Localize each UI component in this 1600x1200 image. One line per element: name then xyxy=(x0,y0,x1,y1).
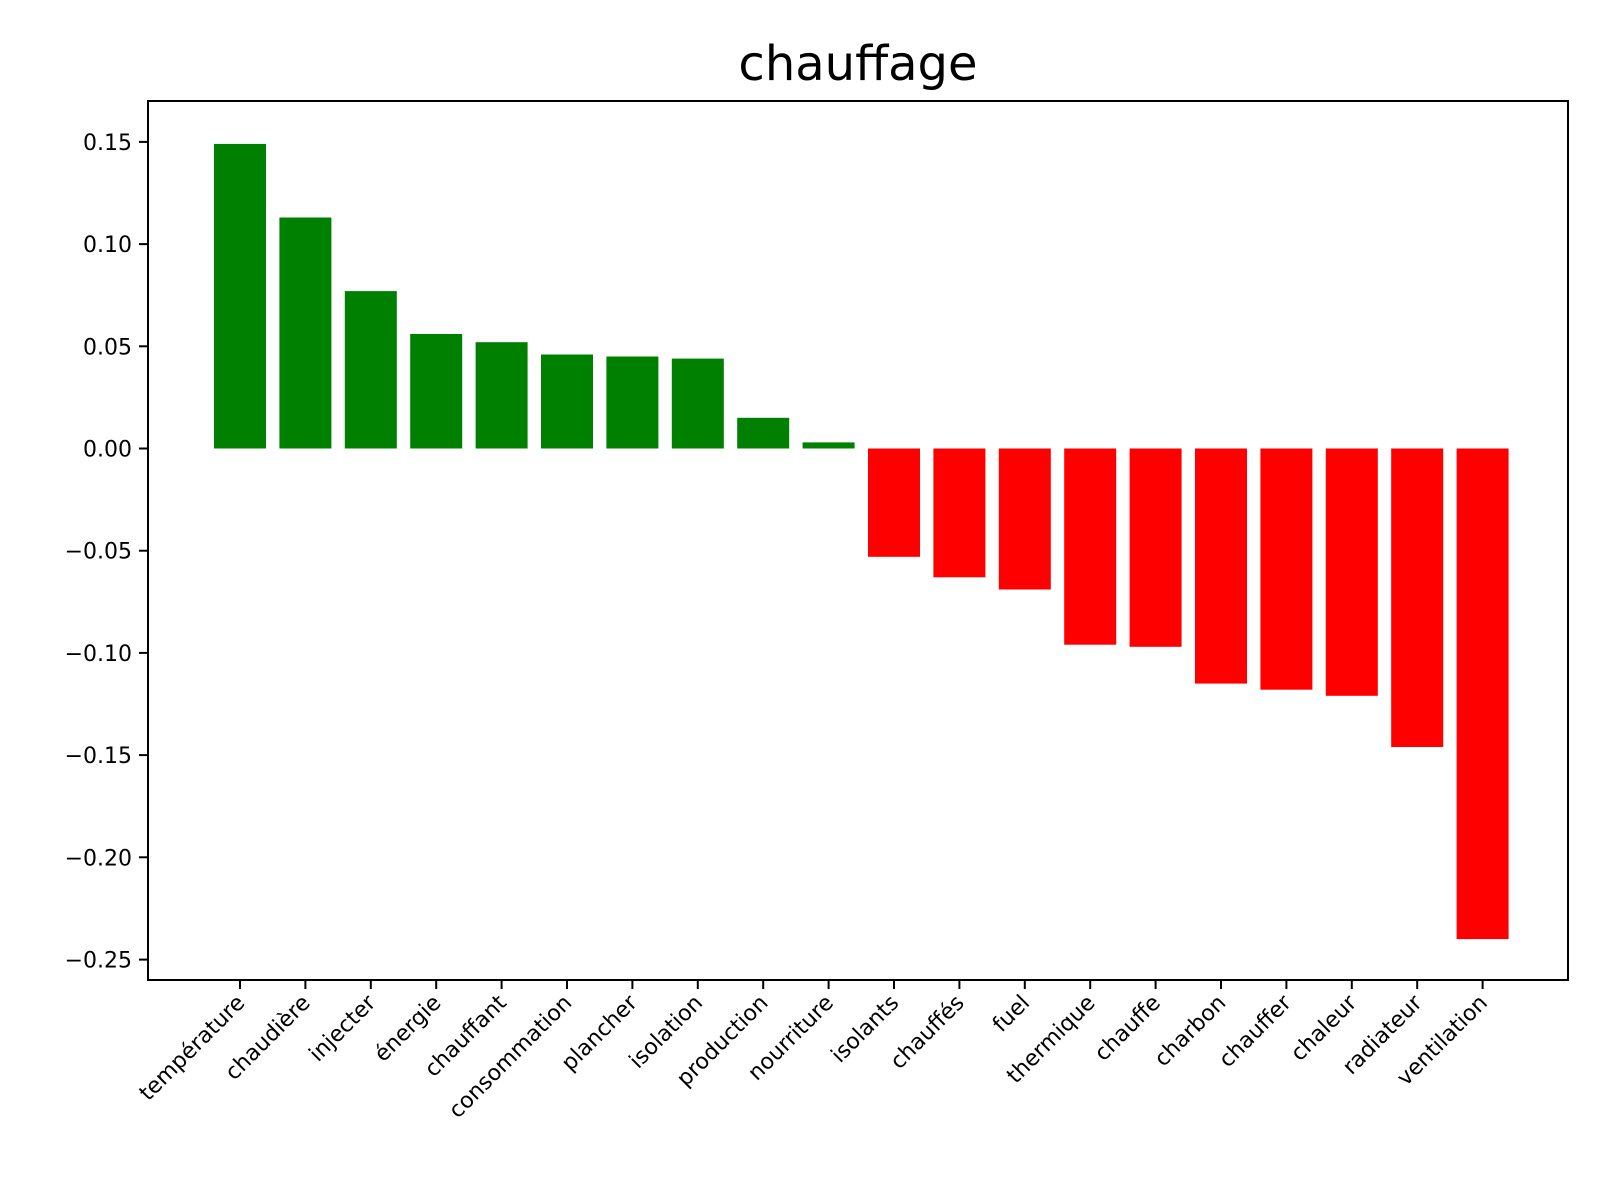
y-tick-label-6: −0.15 xyxy=(65,744,132,769)
chart-title: chauffage xyxy=(738,36,977,92)
bar-4 xyxy=(475,342,528,449)
x-tick-label-0: température xyxy=(135,991,250,1106)
bar-2 xyxy=(344,291,397,449)
x-axis: températurechaudièreinjecterénergiechauf… xyxy=(135,980,1493,1123)
bar-0 xyxy=(214,143,266,449)
bar-18 xyxy=(1391,448,1444,747)
bar-6 xyxy=(606,356,659,449)
y-tick-label-3: 0.00 xyxy=(83,438,132,463)
y-tick-label-5: −0.10 xyxy=(65,642,132,667)
bar-1 xyxy=(279,217,332,449)
bar-17 xyxy=(1325,448,1378,696)
bar-5 xyxy=(541,354,593,449)
bar-16 xyxy=(1260,448,1313,690)
y-tick-label-4: −0.05 xyxy=(65,540,132,565)
bar-3 xyxy=(410,334,463,449)
bar-11 xyxy=(933,448,986,578)
y-tick-label-8: −0.25 xyxy=(65,949,132,974)
x-tick-label-16: chauffer xyxy=(1214,990,1297,1073)
bar-9 xyxy=(802,442,855,449)
bar-12 xyxy=(998,448,1051,590)
bar-8 xyxy=(737,417,790,449)
y-tick-label-2: 0.05 xyxy=(83,335,132,360)
y-tick-label-7: −0.20 xyxy=(65,846,132,871)
bar-10 xyxy=(868,448,920,557)
bar-13 xyxy=(1064,448,1117,645)
bar-19 xyxy=(1456,448,1509,940)
bar-14 xyxy=(1129,448,1182,647)
y-tick-label-1: 0.10 xyxy=(83,233,132,258)
y-axis: 0.15 0.10 0.05 0.00 −0.05 −0.10 −0.15 −0.20 −0.2… xyxy=(65,131,148,974)
bar-15 xyxy=(1195,448,1247,684)
bar-7 xyxy=(671,358,724,449)
x-tick-label-12: fuel xyxy=(988,991,1035,1038)
y-tick-label-0: 0.15 xyxy=(83,131,132,156)
bars-group xyxy=(214,143,1509,940)
x-tick-label-2: injecter xyxy=(305,990,382,1067)
plot-frame xyxy=(147,100,1569,981)
